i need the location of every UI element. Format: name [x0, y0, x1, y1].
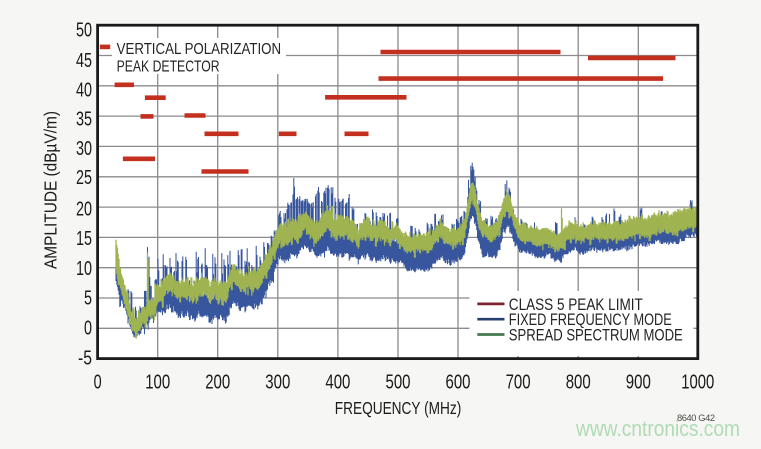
- svg-text:600: 600: [446, 372, 471, 394]
- svg-text:0: 0: [94, 372, 102, 394]
- svg-text:0: 0: [84, 317, 92, 339]
- svg-text:20: 20: [76, 199, 92, 221]
- svg-text:45: 45: [76, 50, 92, 72]
- svg-text:PEAK DETECTOR: PEAK DETECTOR: [117, 59, 220, 76]
- svg-text:1000: 1000: [681, 372, 714, 394]
- svg-text:www.cntronics.com: www.cntronics.com: [575, 416, 740, 441]
- svg-text:SPREAD SPECTRUM MODE: SPREAD SPECTRUM MODE: [509, 326, 683, 344]
- svg-text:100: 100: [145, 372, 170, 394]
- svg-text:5: 5: [84, 288, 92, 310]
- svg-text:500: 500: [386, 372, 411, 394]
- svg-text:CLASS 5 PEAK LIMIT: CLASS 5 PEAK LIMIT: [509, 296, 643, 314]
- svg-text:10: 10: [76, 258, 92, 280]
- svg-text:200: 200: [205, 372, 230, 394]
- svg-text:25: 25: [76, 167, 92, 189]
- svg-text:900: 900: [626, 372, 651, 394]
- svg-text:50: 50: [76, 20, 92, 42]
- svg-text:40: 40: [76, 79, 92, 101]
- svg-text:15: 15: [76, 228, 92, 250]
- svg-text:300: 300: [265, 372, 290, 394]
- svg-text:-5: -5: [78, 347, 92, 369]
- svg-text:700: 700: [506, 372, 531, 394]
- svg-text:AMPLITUDE (dBµV/m): AMPLITUDE (dBµV/m): [41, 111, 61, 269]
- svg-text:400: 400: [325, 372, 350, 394]
- svg-text:FREQUENCY (MHz): FREQUENCY (MHz): [335, 398, 462, 418]
- svg-text:FIXED FREQUENCY MODE: FIXED FREQUENCY MODE: [509, 311, 672, 329]
- svg-text:VERTICAL POLARIZATION: VERTICAL POLARIZATION: [117, 41, 282, 58]
- svg-text:35: 35: [76, 108, 92, 130]
- svg-text:8640 G42: 8640 G42: [677, 413, 715, 423]
- svg-text:30: 30: [76, 138, 92, 160]
- svg-text:800: 800: [566, 372, 591, 394]
